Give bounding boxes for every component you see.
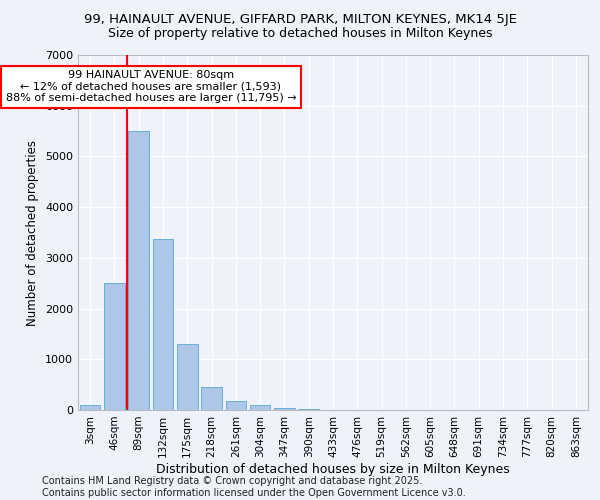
Bar <box>104 283 125 410</box>
Bar <box>274 408 295 410</box>
Bar <box>152 239 173 410</box>
Bar <box>226 400 246 410</box>
Text: Size of property relative to detached houses in Milton Keynes: Size of property relative to detached ho… <box>108 28 492 40</box>
Bar <box>177 344 197 410</box>
Text: Contains HM Land Registry data © Crown copyright and database right 2025.
Contai: Contains HM Land Registry data © Crown c… <box>42 476 466 498</box>
Y-axis label: Number of detached properties: Number of detached properties <box>26 140 40 326</box>
Text: 99, HAINAULT AVENUE, GIFFARD PARK, MILTON KEYNES, MK14 5JE: 99, HAINAULT AVENUE, GIFFARD PARK, MILTO… <box>83 12 517 26</box>
X-axis label: Distribution of detached houses by size in Milton Keynes: Distribution of detached houses by size … <box>156 462 510 475</box>
Text: 99 HAINAULT AVENUE: 80sqm
← 12% of detached houses are smaller (1,593)
88% of se: 99 HAINAULT AVENUE: 80sqm ← 12% of detac… <box>5 70 296 103</box>
Bar <box>250 405 271 410</box>
Bar <box>128 131 149 410</box>
Bar <box>80 406 100 410</box>
Bar <box>201 386 222 410</box>
